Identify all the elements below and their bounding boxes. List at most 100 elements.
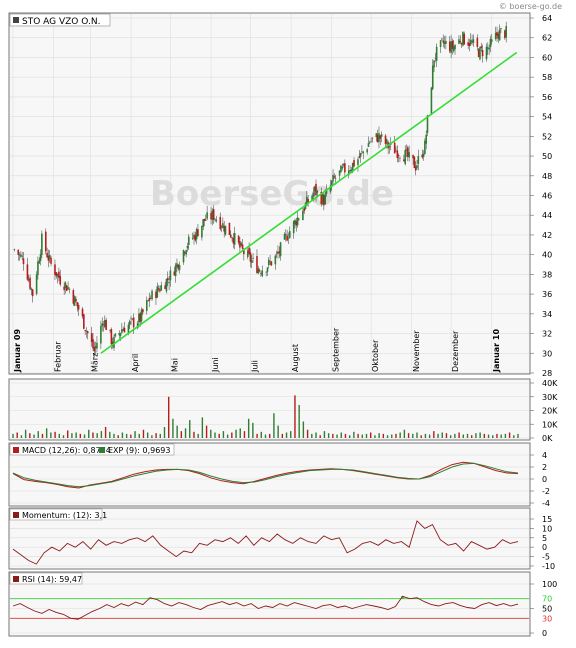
price-tick-label: 42: [542, 231, 552, 240]
candle-body: [119, 333, 122, 336]
volume-bar: [323, 431, 326, 438]
candle-body: [342, 163, 345, 166]
candle-body: [477, 49, 480, 57]
candle-body: [361, 151, 363, 153]
candle-body: [306, 196, 308, 206]
volume-bar: [361, 434, 363, 438]
candle-body: [338, 170, 341, 176]
volume-bar: [336, 434, 338, 438]
candle-body: [283, 233, 286, 240]
candle-body: [468, 42, 471, 47]
candle-body: [397, 155, 400, 157]
candle-body: [177, 264, 180, 269]
volume-bar: [357, 433, 359, 438]
price-tick-label: 48: [542, 172, 552, 181]
candle-body: [421, 154, 424, 158]
month-label: Oktober: [371, 339, 380, 372]
price-panel: BoerseGo.de STO AG VZO O.N. 28 30 32 34 36 38…: [8, 12, 552, 378]
rsi-lower-label: 30: [542, 614, 552, 623]
candle-body: [228, 222, 231, 235]
candle-body: [31, 289, 34, 297]
candle-body: [205, 219, 207, 221]
candle-body: [77, 304, 80, 310]
volume-bar: [100, 431, 103, 438]
candle-body: [224, 225, 227, 235]
price-tick-label: 56: [542, 93, 552, 102]
volume-axis: 0K 10K 20K 30K 40K: [530, 379, 558, 443]
volume-bar: [487, 434, 490, 438]
candle-body: [399, 157, 401, 159]
volume-bar: [492, 435, 494, 438]
candle-body: [384, 135, 387, 144]
volume-bar: [256, 433, 258, 438]
volume-bar: [420, 435, 422, 438]
volume-bar: [142, 429, 145, 438]
volume-bar: [365, 433, 368, 438]
macd-tick-label: -4: [542, 499, 550, 508]
candle-body: [194, 234, 197, 241]
volume-bar: [269, 433, 271, 438]
volume-bar: [340, 432, 342, 438]
volume-bar: [235, 429, 237, 438]
candle-body: [121, 329, 123, 333]
candle-body: [55, 272, 58, 277]
candle-body: [403, 159, 405, 162]
month-label: Januar 10: [492, 329, 501, 373]
candle-body: [250, 260, 253, 263]
candle-body: [439, 40, 442, 48]
volume-bar: [315, 432, 317, 438]
candle-body: [481, 50, 484, 57]
price-tick-label: 50: [542, 152, 552, 161]
volume-bar: [441, 432, 443, 438]
candle-body: [362, 151, 365, 154]
momentum-legend-box: [9, 508, 103, 521]
volume-bar: [433, 431, 435, 438]
candle-body: [407, 147, 409, 157]
volume-bar: [260, 431, 262, 438]
candle-body: [302, 210, 304, 221]
candle-body: [396, 150, 399, 158]
volume-panel: 0K 10K 20K 30K 40K: [8, 378, 558, 443]
candle-body: [86, 331, 89, 334]
signal-line: [12, 462, 519, 488]
volume-bar: [226, 434, 229, 438]
volume-bar: [20, 435, 23, 438]
candle-body: [27, 279, 30, 281]
momentum-tick-label: -10: [542, 562, 555, 571]
candle-body: [212, 209, 215, 220]
macd-panel: MACD (12,26): 0,8774 EXP (9): 0,9693 -4-…: [8, 442, 550, 508]
candle-body: [324, 193, 326, 204]
candle-body: [145, 300, 148, 311]
candle-body: [376, 134, 379, 143]
macd-tick-label: 2: [542, 463, 547, 472]
candle-body: [39, 253, 42, 261]
candle-body: [469, 39, 472, 45]
volume-bar: [58, 433, 60, 438]
momentum-tick-label: 15: [542, 515, 552, 524]
volume-bar: [125, 433, 128, 438]
candle-body: [489, 39, 492, 48]
candle-body: [349, 170, 351, 171]
volume-bar: [273, 413, 275, 438]
volume-bar: [281, 433, 284, 438]
volume-bar: [437, 433, 439, 438]
candle-body: [344, 163, 346, 173]
volume-bar: [201, 417, 204, 438]
candle-body: [266, 267, 269, 272]
candle-body: [334, 178, 337, 179]
volume-bar: [344, 433, 347, 438]
candle-body: [433, 60, 435, 68]
candle-body: [350, 169, 353, 172]
candle-body: [187, 236, 190, 245]
candle-body: [358, 156, 361, 158]
volume-bar: [113, 433, 115, 438]
candle-body: [260, 273, 262, 274]
volume-bar: [88, 429, 90, 438]
candle-body: [462, 31, 464, 46]
candle-body: [186, 245, 189, 249]
candle-body: [123, 327, 126, 333]
volume-bar: [180, 431, 183, 438]
candle-body: [169, 270, 172, 281]
candle-body: [237, 235, 240, 243]
candle-body: [490, 39, 493, 42]
